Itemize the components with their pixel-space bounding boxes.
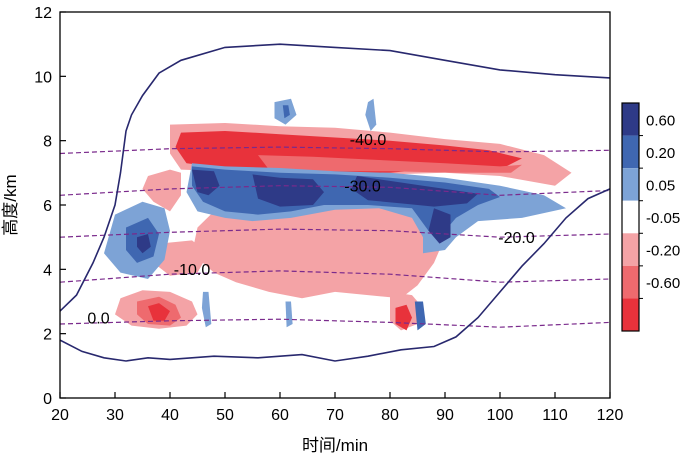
colorbar-label: -0.20 <box>646 243 680 260</box>
field-region <box>258 155 522 173</box>
colorbar-label: 0.60 <box>646 112 675 129</box>
x-axis-title: 时间/min <box>302 436 368 455</box>
isotherm-label: -20.0 <box>498 230 535 247</box>
x-tick-label: 110 <box>542 407 568 424</box>
colorbar-label: 0.20 <box>646 145 675 162</box>
y-tick-label: 12 <box>34 5 52 22</box>
colorbar-label: 0.05 <box>646 177 675 194</box>
isotherm-label: 0.0 <box>87 310 109 327</box>
field-region <box>142 169 181 212</box>
field-region <box>395 304 412 331</box>
isotherm-line <box>60 185 610 196</box>
field-region <box>365 98 377 131</box>
y-tick-label: 2 <box>43 327 52 344</box>
colorbar-swatch <box>622 200 639 234</box>
x-tick-label: 100 <box>487 407 514 424</box>
field-region <box>148 303 170 321</box>
isotherm-line <box>60 318 610 328</box>
x-tick-label: 70 <box>326 407 344 424</box>
isotherm-label: -30.0 <box>344 179 381 196</box>
isotherm-label: -10.0 <box>174 262 211 279</box>
y-tick-label: 0 <box>43 391 52 408</box>
isotherm-line <box>60 228 610 238</box>
colorbar-label: -0.05 <box>646 210 680 227</box>
colorbar-swatch <box>622 265 639 299</box>
field-region <box>351 176 478 207</box>
isotherm-line <box>60 146 610 155</box>
colorbar-swatch <box>622 298 639 331</box>
cloud-boundary-layer <box>60 43 610 362</box>
colorbar: 0.60 0.20 0.05 -0.05 -0.20 -0.60 <box>621 102 680 332</box>
colorbar-swatch <box>622 233 639 266</box>
isotherm-label-layer: -40.0 -30.0 -20.0 -10.0 0.0 <box>87 132 534 328</box>
field-region <box>201 291 212 328</box>
isotherm-label: -40.0 <box>350 132 387 149</box>
colorbar-label: -0.60 <box>646 275 680 292</box>
colorbar-swatch <box>622 168 639 201</box>
x-tick-label: 60 <box>271 407 289 424</box>
field-region <box>252 174 324 207</box>
colorbar-swatch <box>622 103 639 136</box>
x-tick-label: 20 <box>51 407 69 424</box>
field-region <box>414 301 426 331</box>
field-region <box>137 234 151 254</box>
field-region <box>428 208 451 244</box>
field-region <box>192 169 220 196</box>
x-tick-label: 50 <box>216 407 234 424</box>
x-tick-label: 40 <box>161 407 179 424</box>
axes: 20 30 40 50 60 70 80 90 100 110 120 0 2 4 6 8 10 12 <box>34 5 623 424</box>
x-tick-label: 80 <box>381 407 399 424</box>
y-axis-title: 高度/km <box>1 174 20 235</box>
y-tick-label: 4 <box>43 262 52 279</box>
colorbar-swatch <box>622 135 639 169</box>
field-region <box>153 240 209 276</box>
y-tick-label: 10 <box>34 69 52 86</box>
x-tick-label: 120 <box>597 407 624 424</box>
y-tick-label: 8 <box>43 134 52 151</box>
y-tick-label: 6 <box>43 198 52 215</box>
field-region <box>282 105 290 119</box>
x-tick-label: 90 <box>436 407 454 424</box>
isotherm-line <box>60 270 610 283</box>
field-region <box>285 301 293 328</box>
isotherm-layer <box>60 146 610 328</box>
cloud-top-line <box>60 43 610 312</box>
colorbar-frame <box>621 102 640 332</box>
cloud-base-line <box>60 188 610 362</box>
data-field-layer <box>104 98 572 331</box>
x-tick-label: 30 <box>106 407 124 424</box>
